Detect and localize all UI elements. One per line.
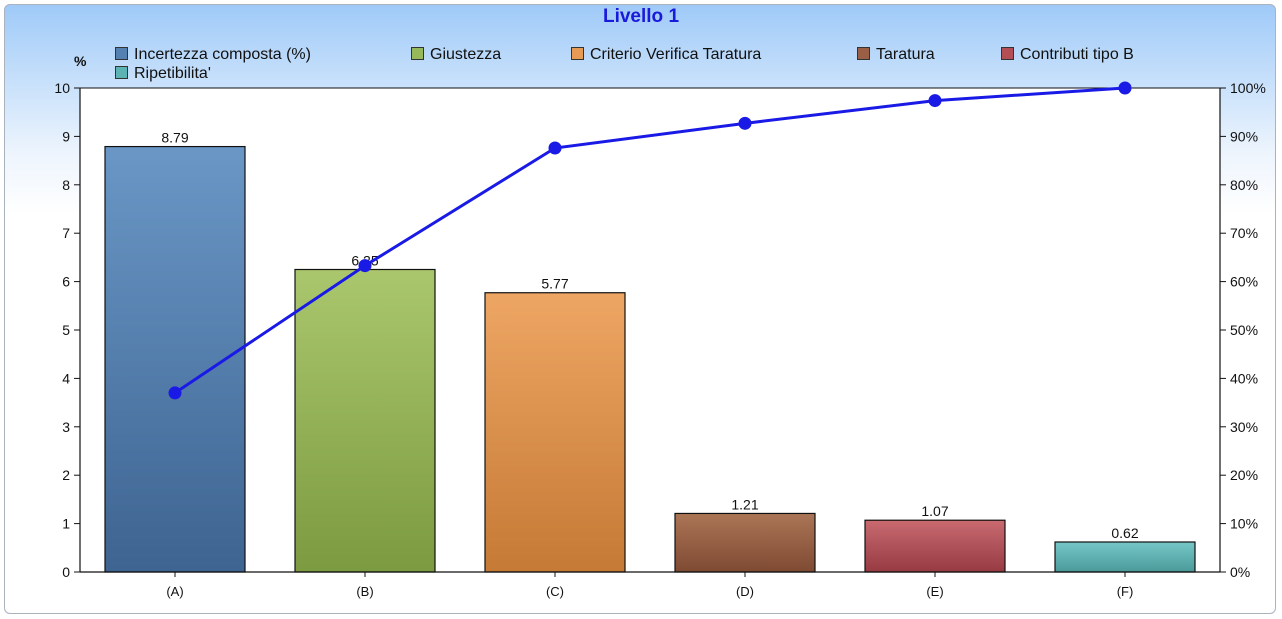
y-tick-label: 4 — [62, 370, 70, 386]
legend-item-giustezza: Giustezza — [411, 46, 501, 64]
y2-tick-label: 100% — [1230, 80, 1266, 96]
bar — [294, 268, 436, 573]
legend-swatch — [571, 47, 584, 60]
y-tick-label: 5 — [62, 322, 70, 338]
y-tick-label: 6 — [62, 274, 70, 290]
x-tick-label: (C) — [546, 584, 564, 599]
legend-label: Ripetibilita' — [134, 65, 211, 82]
x-tick-label: (A) — [166, 584, 183, 599]
y-tick-label: 8 — [62, 177, 70, 193]
bar-value-label: 0.62 — [1111, 525, 1138, 541]
bar — [864, 519, 1006, 573]
y-tick-label: 0 — [62, 564, 70, 580]
legend-swatch — [411, 47, 424, 60]
bar-value-label: 8.79 — [161, 130, 188, 146]
bar — [674, 512, 816, 573]
y-tick-label: 9 — [62, 128, 70, 144]
y-tick-label: 10 — [54, 80, 70, 96]
y-tick-label: 2 — [62, 467, 70, 483]
legend-item-criterio: Criterio Verifica Taratura — [571, 46, 761, 64]
cumulative-point — [548, 141, 562, 155]
bar — [1054, 541, 1196, 573]
x-tick-label: (F) — [1117, 584, 1134, 599]
x-tick-label: (E) — [926, 584, 943, 599]
legend-label: Criterio Verifica Taratura — [590, 46, 762, 63]
bar — [104, 145, 246, 573]
y2-tick-label: 30% — [1230, 419, 1258, 435]
x-tick-label: (D) — [736, 584, 754, 599]
y2-tick-label: 90% — [1230, 128, 1258, 144]
y-axis-unit-label: % — [74, 53, 87, 69]
legend-label: Contributi tipo B — [1020, 46, 1134, 63]
cumulative-point — [358, 259, 372, 273]
legend-swatch — [115, 47, 128, 60]
legend-swatch — [1001, 47, 1014, 60]
legend-item-taratura: Taratura — [857, 46, 935, 64]
bar-value-label: 1.21 — [731, 496, 758, 512]
legend-label: Incertezza composta (%) — [134, 46, 311, 63]
y2-tick-label: 20% — [1230, 467, 1258, 483]
legend-swatch — [115, 66, 128, 79]
bar-value-label: 5.77 — [541, 276, 568, 292]
cumulative-point — [928, 94, 942, 108]
cumulative-point — [168, 386, 182, 400]
y2-tick-label: 10% — [1230, 516, 1258, 532]
legend-item-contributi: Contributi tipo B — [1001, 46, 1134, 64]
cumulative-point — [1118, 81, 1132, 95]
cumulative-line — [174, 86, 1126, 395]
x-tick-label: (B) — [356, 584, 373, 599]
bar — [484, 292, 626, 573]
cumulative-point — [738, 116, 752, 130]
plot-area — [80, 88, 1220, 572]
legend-item-ripetibilita: Ripetibilita' — [115, 65, 211, 83]
y2-tick-label: 80% — [1230, 177, 1258, 193]
y-tick-label: 7 — [62, 225, 70, 241]
y2-tick-label: 50% — [1230, 322, 1258, 338]
y2-tick-label: 60% — [1230, 274, 1258, 290]
y-tick-label: 1 — [62, 516, 70, 532]
y2-tick-label: 40% — [1230, 370, 1258, 386]
chart-title: Livello 1 — [602, 6, 680, 27]
y-tick-label: 3 — [62, 419, 70, 435]
y2-tick-label: 0% — [1230, 564, 1250, 580]
bar-value-label: 1.07 — [921, 503, 948, 519]
legend-item-incertezza: Incertezza composta (%) — [115, 46, 311, 64]
legend-label: Taratura — [876, 46, 935, 63]
legend-label: Giustezza — [430, 46, 502, 63]
y2-tick-label: 70% — [1230, 225, 1258, 241]
legend-swatch — [857, 47, 870, 60]
